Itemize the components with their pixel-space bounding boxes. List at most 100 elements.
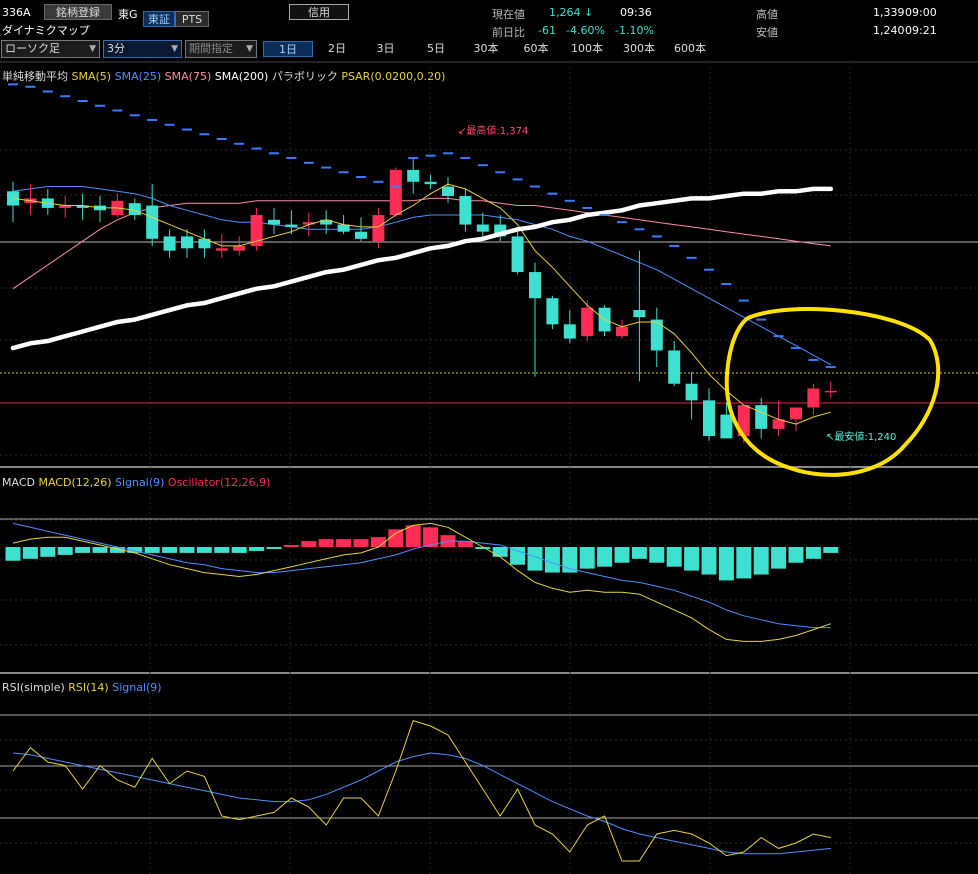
- legend-rsi-title: RSI(simple): [2, 681, 65, 694]
- range-tab-0[interactable]: 1日: [263, 41, 313, 57]
- range-tab-8[interactable]: 600本: [674, 42, 706, 55]
- macd-histogram-bar: [597, 547, 613, 567]
- candle: [407, 169, 420, 182]
- change-percent: -4.60%: [566, 24, 605, 37]
- high-label: 高値: [756, 8, 778, 21]
- legend-psar-title: パラボリック: [271, 70, 338, 83]
- range-tab-5[interactable]: 60本: [523, 42, 549, 55]
- candle: [668, 350, 681, 384]
- candle: [476, 224, 489, 232]
- macd-histogram-bar: [388, 529, 404, 547]
- macd-histogram-bar: [249, 547, 265, 551]
- macd-histogram-bar: [614, 547, 630, 563]
- candle: [233, 245, 246, 251]
- legend-rsi-signal[interactable]: Signal(9): [112, 681, 162, 694]
- range-tab-1[interactable]: 2日: [328, 42, 346, 55]
- change-value: -61: [538, 24, 556, 37]
- range-tab-2[interactable]: 3日: [376, 42, 395, 55]
- macd-histogram-bar: [353, 539, 369, 547]
- range-tab-6[interactable]: 100本: [571, 42, 603, 55]
- macd-histogram-bar: [701, 547, 717, 575]
- high-time: 09:00: [905, 6, 937, 19]
- macd-histogram-bar: [75, 547, 91, 553]
- candle: [337, 224, 350, 232]
- period-placeholder: 期間指定: [189, 42, 233, 55]
- candle: [424, 181, 437, 185]
- price-value: 1,264 ↓: [549, 6, 594, 19]
- range-tab-4[interactable]: 30本: [473, 42, 499, 55]
- candle: [215, 248, 228, 251]
- macd-histogram-bar: [718, 547, 734, 581]
- register-button[interactable]: 銘柄登録: [44, 4, 112, 20]
- legend-sma5[interactable]: SMA(5): [71, 70, 112, 83]
- candle: [146, 205, 159, 239]
- macd-histogram-bar: [684, 547, 700, 571]
- macd-histogram-bar: [318, 539, 334, 547]
- sma25-line: [12, 186, 832, 366]
- market-button-pts[interactable]: PTS: [175, 11, 209, 27]
- legend-macd-osc[interactable]: Oscillator(12,26,9): [167, 476, 271, 489]
- range-tab-3[interactable]: 5日: [427, 42, 445, 55]
- macd-histogram-bar: [301, 541, 317, 547]
- macd-histogram-bar: [179, 547, 195, 553]
- legend-macd-signal[interactable]: Signal(9): [115, 476, 165, 489]
- range-tab-7[interactable]: 300本: [623, 42, 655, 55]
- macd-histogram-bar: [405, 525, 421, 547]
- candle: [163, 236, 176, 251]
- macd-histogram-bar: [370, 537, 386, 547]
- candle: [529, 272, 541, 299]
- candle: [389, 169, 402, 216]
- macd-histogram-bar: [736, 547, 752, 579]
- macd-histogram-bar: [771, 547, 787, 569]
- macd-signal-line: [12, 522, 831, 629]
- main-legend: 単純移動平均 SMA(5) SMA(25) SMA(75) SMA(200) パ…: [2, 68, 445, 84]
- macd-histogram-bar: [527, 547, 543, 571]
- candle: [302, 222, 315, 225]
- high-annotation: ↙最高値:1,374: [458, 124, 528, 137]
- stock-name: ダイナミクマップ: [2, 24, 90, 37]
- candle: [824, 390, 837, 393]
- legend-sma75[interactable]: SMA(75): [164, 70, 212, 83]
- chevron-down-icon: ▼: [246, 44, 253, 54]
- legend-sma-title: 単純移動平均: [2, 70, 68, 83]
- rsi-signal-line: [12, 752, 831, 855]
- exchange-label: 東G: [118, 8, 138, 21]
- candle: [807, 388, 820, 408]
- legend-macd-line[interactable]: MACD(12,26): [38, 476, 112, 489]
- candle: [546, 298, 559, 325]
- macd-histogram-bar: [823, 547, 839, 553]
- legend-sma200[interactable]: SMA(200): [214, 70, 269, 83]
- candle: [268, 219, 280, 225]
- candle: [563, 324, 576, 339]
- macd-histogram-bar: [805, 547, 821, 559]
- candle: [616, 326, 628, 337]
- macd-histogram-bar: [5, 547, 21, 561]
- rsi-line: [12, 719, 831, 862]
- macd-legend: MACD MACD(12,26) Signal(9) Oscillator(12…: [2, 476, 270, 489]
- margin-button[interactable]: 信用: [289, 4, 349, 20]
- legend-rsi-line[interactable]: RSI(14): [68, 681, 109, 694]
- macd-histogram-bar: [457, 541, 473, 547]
- macd-histogram-bar: [109, 547, 125, 553]
- market-button-tse[interactable]: 東証: [143, 11, 175, 27]
- legend-psar[interactable]: PSAR(0.0200,0.20): [341, 70, 446, 83]
- candle: [633, 310, 646, 318]
- macd-histogram-bar: [631, 547, 647, 559]
- interval-select[interactable]: 3分 ▼: [103, 40, 182, 58]
- change-percent-2: -1.10%: [615, 24, 654, 37]
- high-value: 1,339: [873, 6, 905, 19]
- period-select[interactable]: 期間指定 ▼: [185, 40, 257, 58]
- chart-type-select[interactable]: ローソク足 ▼: [1, 40, 100, 58]
- macd-histogram-bar: [562, 547, 578, 573]
- low-time: 09:21: [905, 24, 937, 37]
- candle: [198, 238, 211, 249]
- candle: [650, 319, 663, 351]
- highlight-circle: [724, 307, 941, 477]
- stock-code: 336A: [2, 6, 31, 19]
- candle: [494, 224, 507, 237]
- macd-histogram-bar: [231, 547, 247, 553]
- candle: [703, 400, 715, 436]
- macd-histogram-bar: [283, 545, 299, 547]
- macd-histogram-bar: [22, 547, 38, 559]
